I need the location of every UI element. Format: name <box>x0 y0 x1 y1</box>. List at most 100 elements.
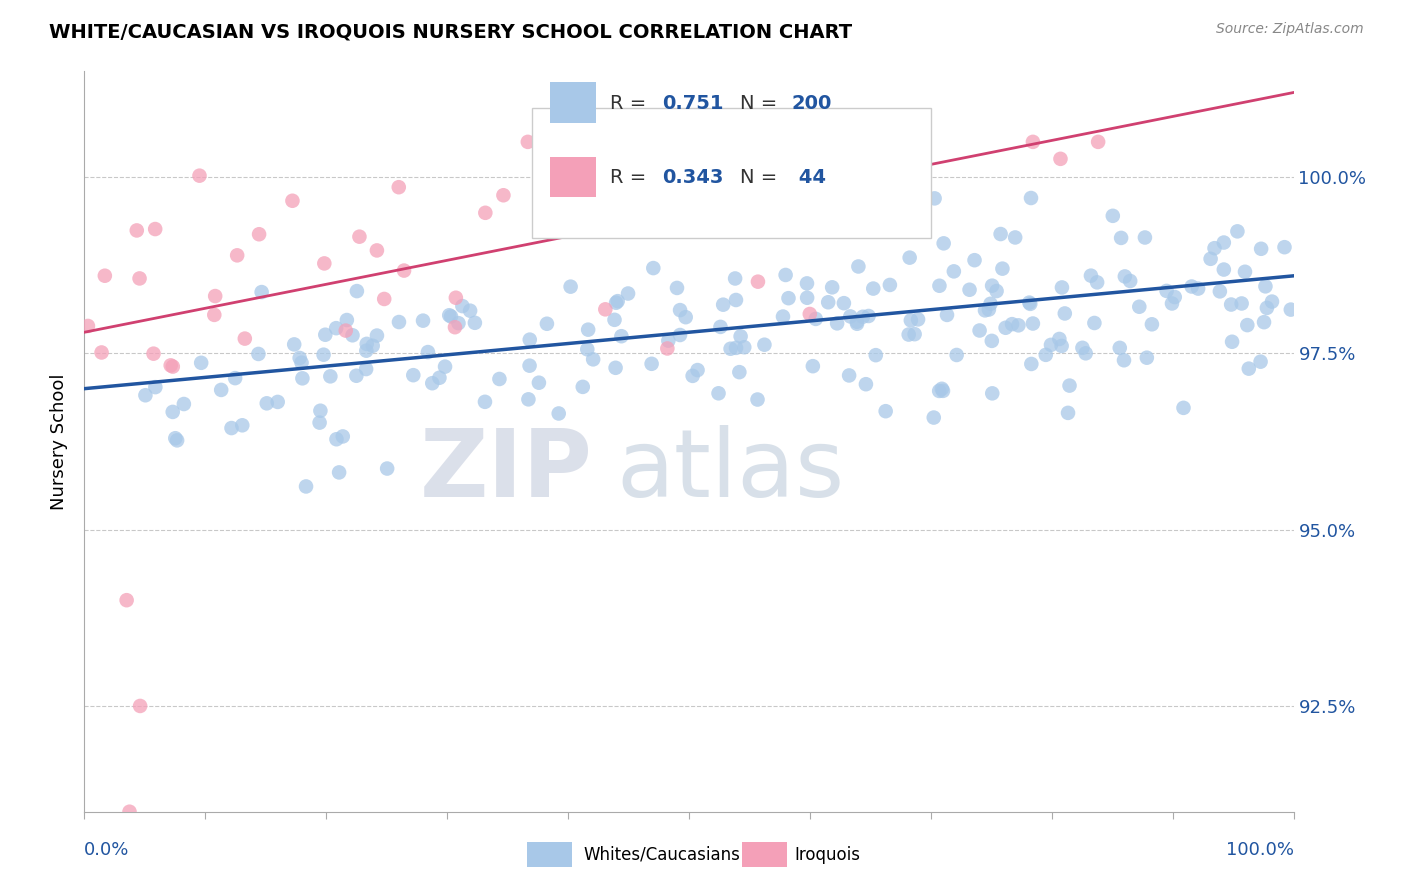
Point <box>1136 351 1159 365</box>
Point <box>209 383 232 397</box>
Point <box>636 135 658 149</box>
Point <box>974 303 997 318</box>
Point <box>969 324 991 338</box>
Point <box>1004 230 1026 244</box>
Point <box>1140 318 1163 332</box>
Point <box>308 416 330 430</box>
Point <box>250 285 273 299</box>
Point <box>1001 317 1024 331</box>
Point <box>361 339 384 353</box>
Point <box>657 334 679 348</box>
Y-axis label: Nursery School: Nursery School <box>51 373 69 510</box>
Point <box>325 321 347 335</box>
Point <box>190 356 212 370</box>
Point <box>464 316 486 330</box>
Point <box>256 396 278 410</box>
Point <box>204 289 226 303</box>
Point <box>959 283 981 297</box>
Point <box>879 277 901 292</box>
Point <box>1101 209 1123 223</box>
Point <box>247 227 270 242</box>
Point <box>931 382 953 396</box>
Point <box>388 315 411 329</box>
FancyBboxPatch shape <box>531 108 931 238</box>
Point <box>936 308 959 322</box>
Point <box>226 248 249 262</box>
Point <box>1250 354 1272 368</box>
Point <box>801 359 824 374</box>
Point <box>1071 341 1094 355</box>
Point <box>1112 353 1135 368</box>
Point <box>932 236 955 251</box>
Point <box>699 199 721 213</box>
Text: N =: N = <box>740 168 778 186</box>
Point <box>1156 284 1178 298</box>
Point <box>224 371 246 385</box>
Point <box>1087 135 1109 149</box>
Point <box>858 309 880 323</box>
Point <box>1209 285 1232 299</box>
Point <box>231 418 253 433</box>
Point <box>1039 338 1062 352</box>
Point <box>1212 235 1234 250</box>
Point <box>605 360 627 375</box>
Text: Iroquois: Iroquois <box>794 846 860 863</box>
Point <box>1181 279 1204 293</box>
Point <box>458 303 481 318</box>
Point <box>707 386 730 401</box>
Text: 0.751: 0.751 <box>662 94 724 112</box>
Point <box>1018 295 1040 310</box>
Point <box>896 135 918 149</box>
Text: Whites/Caucasians: Whites/Caucasians <box>583 846 741 863</box>
Point <box>907 312 929 326</box>
Point <box>173 397 195 411</box>
Point <box>643 261 665 276</box>
Point <box>125 223 148 237</box>
Point <box>865 348 887 362</box>
Point <box>402 368 425 383</box>
Point <box>527 376 550 390</box>
Point <box>373 292 395 306</box>
Point <box>90 345 112 359</box>
Point <box>162 405 184 419</box>
Point <box>420 376 443 391</box>
FancyBboxPatch shape <box>550 156 596 197</box>
FancyBboxPatch shape <box>550 82 596 123</box>
Text: 0.343: 0.343 <box>662 168 724 186</box>
Point <box>474 206 496 220</box>
Point <box>690 223 713 237</box>
Point <box>606 294 628 309</box>
Point <box>1250 242 1272 256</box>
Point <box>1119 274 1142 288</box>
Point <box>1049 152 1071 166</box>
Point <box>640 357 662 371</box>
Point <box>309 403 332 417</box>
Point <box>165 431 187 445</box>
Point <box>1226 224 1249 238</box>
Point <box>1019 191 1042 205</box>
Point <box>344 368 367 383</box>
Point <box>838 368 860 383</box>
Point <box>945 348 967 362</box>
Point <box>724 293 747 307</box>
Point <box>1256 301 1278 315</box>
Point <box>900 313 922 327</box>
Point <box>845 315 868 329</box>
Point <box>825 316 848 330</box>
Point <box>942 264 965 278</box>
Point <box>778 291 800 305</box>
Point <box>1022 135 1045 149</box>
Point <box>772 310 794 324</box>
Point <box>416 345 439 359</box>
Point <box>1074 346 1097 360</box>
Point <box>451 299 474 313</box>
Point <box>986 284 1008 298</box>
Point <box>356 337 378 351</box>
Point <box>852 310 875 324</box>
Point <box>118 805 141 819</box>
Point <box>366 244 388 258</box>
Point <box>1007 318 1029 333</box>
Point <box>1047 332 1070 346</box>
Point <box>162 359 184 374</box>
Point <box>346 284 368 298</box>
